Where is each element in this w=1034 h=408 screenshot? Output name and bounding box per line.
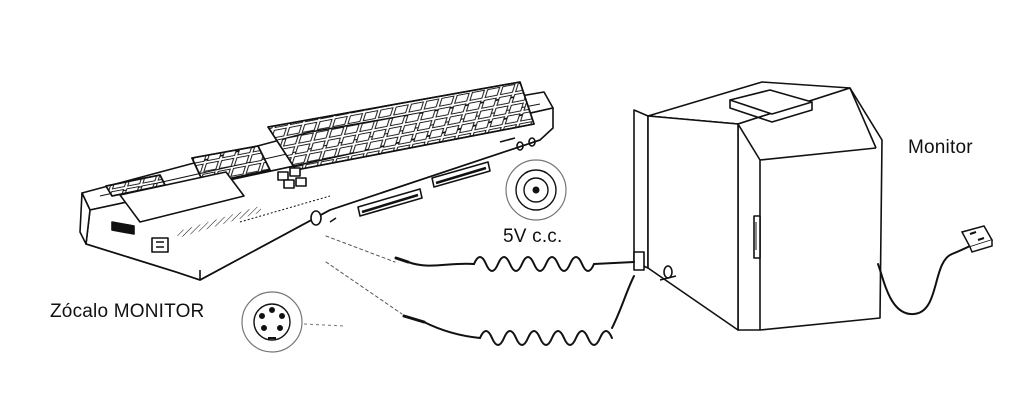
dc-jack-icon: [505, 159, 567, 221]
crt-monitor-drawing: [633, 81, 883, 331]
cables: [325, 235, 975, 346]
front-knob: [310, 210, 322, 226]
flat-panel: [119, 171, 245, 223]
video-cable: [402, 275, 635, 346]
monitor-knob: [663, 265, 673, 279]
arrow-keys: [277, 167, 307, 189]
computer-keyboard-drawing: [79, 81, 554, 281]
power-cable: [394, 256, 635, 272]
monitor-label: Monitor: [908, 137, 973, 158]
mains-plug-icon: [960, 225, 994, 253]
side-port-block: [151, 237, 169, 253]
main-keyboard-keys: [267, 81, 535, 171]
din-socket-icon: [241, 291, 345, 353]
side-port-slot: [111, 221, 135, 235]
monitor-socket-label: Zócalo MONITOR: [50, 301, 205, 322]
power-label: 5V c.c.: [503, 226, 563, 247]
mains-cable: [877, 243, 975, 316]
